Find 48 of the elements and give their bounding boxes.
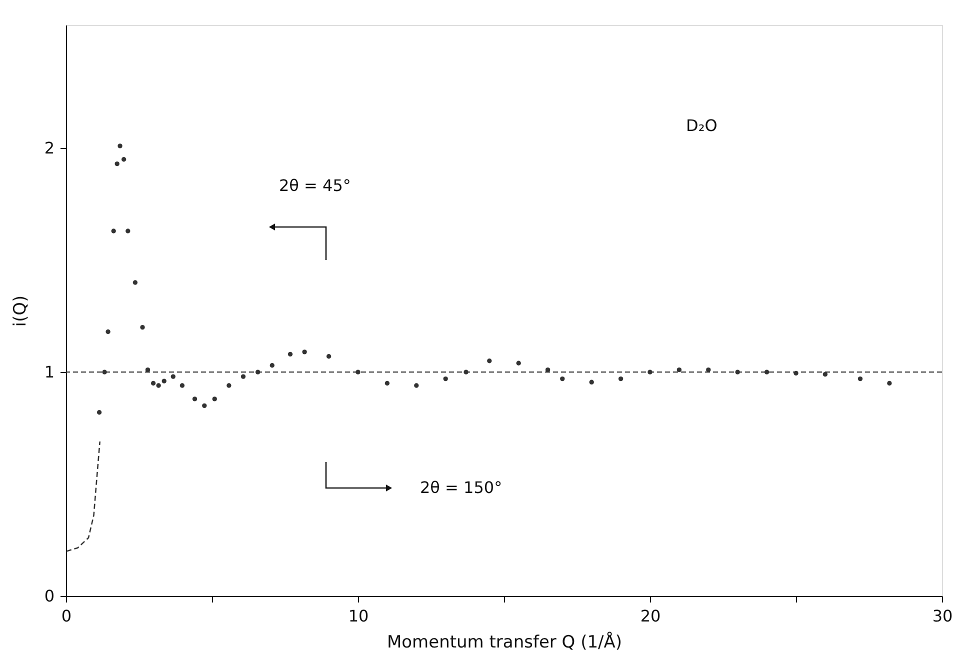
point <box>270 363 274 368</box>
annotation: 2θ = 45° <box>279 176 351 195</box>
point <box>106 329 110 334</box>
line-series <box>66 440 101 552</box>
y-tick-label: 1 <box>44 362 54 382</box>
point <box>170 374 176 379</box>
point <box>96 410 102 415</box>
point <box>121 157 126 162</box>
x-tick-label: 10 <box>348 606 369 626</box>
point <box>487 358 492 364</box>
point <box>560 376 565 382</box>
point <box>516 360 521 366</box>
point <box>202 403 207 408</box>
point <box>302 350 307 354</box>
point <box>326 354 332 359</box>
x-tick-label: 30 <box>932 606 953 626</box>
point <box>180 383 185 388</box>
point <box>156 383 161 388</box>
x-axis-title: Momentum transfer Q (1/Å) <box>386 632 622 652</box>
point <box>384 380 390 386</box>
point <box>443 376 448 382</box>
point <box>132 280 138 285</box>
point <box>240 374 246 379</box>
point <box>226 383 232 388</box>
y-tick-label: 0 <box>44 586 54 606</box>
point <box>162 378 166 384</box>
point <box>114 161 120 166</box>
point <box>589 380 594 384</box>
point <box>288 352 293 357</box>
y-tick-label: 2 <box>44 138 54 158</box>
point <box>618 376 624 382</box>
point <box>858 376 863 382</box>
point <box>126 228 130 234</box>
point <box>140 324 145 330</box>
x-tick-label: 0 <box>61 606 72 626</box>
point <box>676 368 682 372</box>
point <box>118 144 122 148</box>
x-tick-label: 20 <box>640 606 661 626</box>
y-axis-title: i(Q) <box>10 295 30 327</box>
point <box>111 228 116 234</box>
annotation: D₂O <box>686 116 718 135</box>
point <box>887 380 892 386</box>
point <box>414 383 419 388</box>
point <box>150 380 156 386</box>
point <box>822 372 828 377</box>
annotation: 2θ = 150° <box>420 478 502 497</box>
point <box>212 396 217 402</box>
point <box>192 396 198 402</box>
